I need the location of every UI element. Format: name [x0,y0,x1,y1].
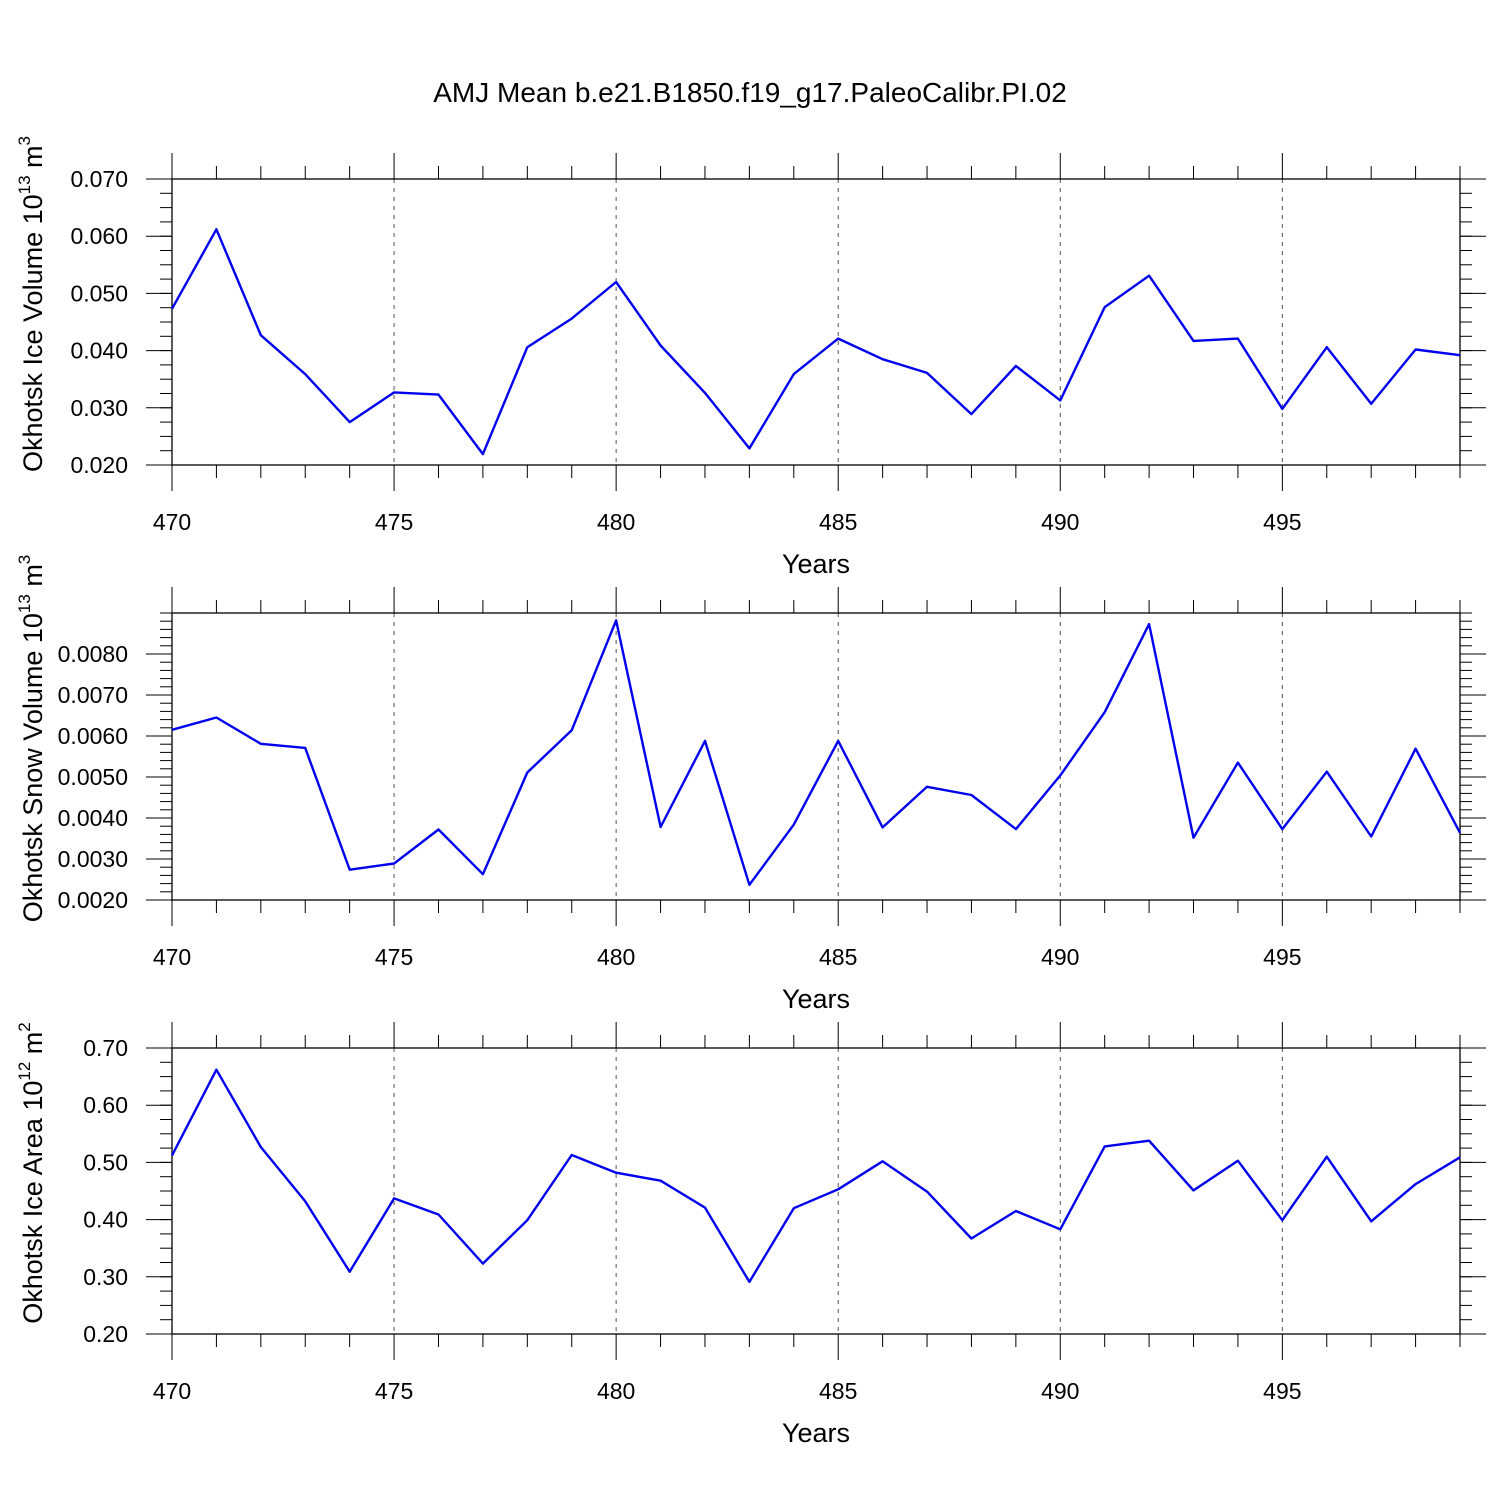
x-tick-label: 480 [597,509,635,535]
y-tick-label: 0.050 [70,280,128,306]
panel-3: 0.20 0.30 0.40 0.50 0.60 0.70 470 475 480 485 490 4… [15,1022,1486,1448]
x-tick-label: 470 [153,944,191,970]
y-tick-label: 0.0050 [58,764,128,790]
y-tick-label: 0.0040 [58,805,128,831]
x-tick-label: 490 [1041,944,1079,970]
y-axis-label: Okhotsk Ice Volume 1013 m3 [15,136,48,472]
y-tick-label: 0.0080 [58,641,128,667]
x-tick-label: 470 [153,1378,191,1404]
x-tick-label: 485 [819,944,857,970]
y-tick-label: 0.040 [70,338,128,364]
y-tick-label: 0.30 [83,1264,128,1290]
x-axis-label: Years [782,549,850,579]
chart-title: AMJ Mean b.e21.B1850.f19_g17.PaleoCalibr… [433,77,1067,108]
y-axis-label: Okhotsk Snow Volume 1013 m3 [15,555,48,923]
x-tick-label: 480 [597,1378,635,1404]
y-tick-label: 0.020 [70,452,128,478]
panel-2: 0.0020 0.0030 0.0040 0.0050 0.0060 0.0070 0.00… [15,555,1486,1014]
x-axis-label: Years [782,984,850,1014]
plot-frame [171,178,1461,466]
x-tick-label: 495 [1263,509,1301,535]
x-tick-label: 475 [375,944,413,970]
y-tick-label: 0.20 [83,1321,128,1347]
x-tick-label: 490 [1041,1378,1079,1404]
y-tick-label: 0.0030 [58,846,128,872]
y-tick-label: 0.070 [70,166,128,192]
x-tick-label: 470 [153,509,191,535]
x-tick-label: 495 [1263,944,1301,970]
y-tick-label: 0.0070 [58,682,128,708]
x-tick-label: 475 [375,1378,413,1404]
y-tick-label: 0.40 [83,1207,128,1233]
plot-frame [171,612,1461,901]
y-tick-label: 0.60 [83,1092,128,1118]
series-line [171,619,1462,886]
x-tick-label: 485 [819,509,857,535]
series-line [170,1068,1461,1284]
panel-1: 0.020 0.030 0.040 0.050 0.060 0.070 470 475 480 4… [15,136,1486,579]
y-tick-label: 0.030 [70,395,128,421]
y-axis-label: Okhotsk Ice Area 1012 m2 [15,1022,48,1324]
y-tick-label: 0.70 [83,1035,128,1061]
x-tick-label: 495 [1263,1378,1301,1404]
plot-frame [171,1047,1461,1335]
x-tick-label: 490 [1041,509,1079,535]
y-tick-label: 0.50 [83,1149,128,1175]
y-tick-label: 0.0060 [58,723,128,749]
y-tick-label: 0.0020 [58,887,128,913]
x-tick-label: 475 [375,509,413,535]
y-tick-label: 0.060 [70,223,128,249]
x-tick-label: 485 [819,1378,857,1404]
x-tick-label: 480 [597,944,635,970]
panels: 0.020 0.030 0.040 0.050 0.060 0.070 470 475 480 4… [15,136,1486,1448]
series-line [170,228,1461,456]
x-axis-label: Years [782,1418,850,1448]
